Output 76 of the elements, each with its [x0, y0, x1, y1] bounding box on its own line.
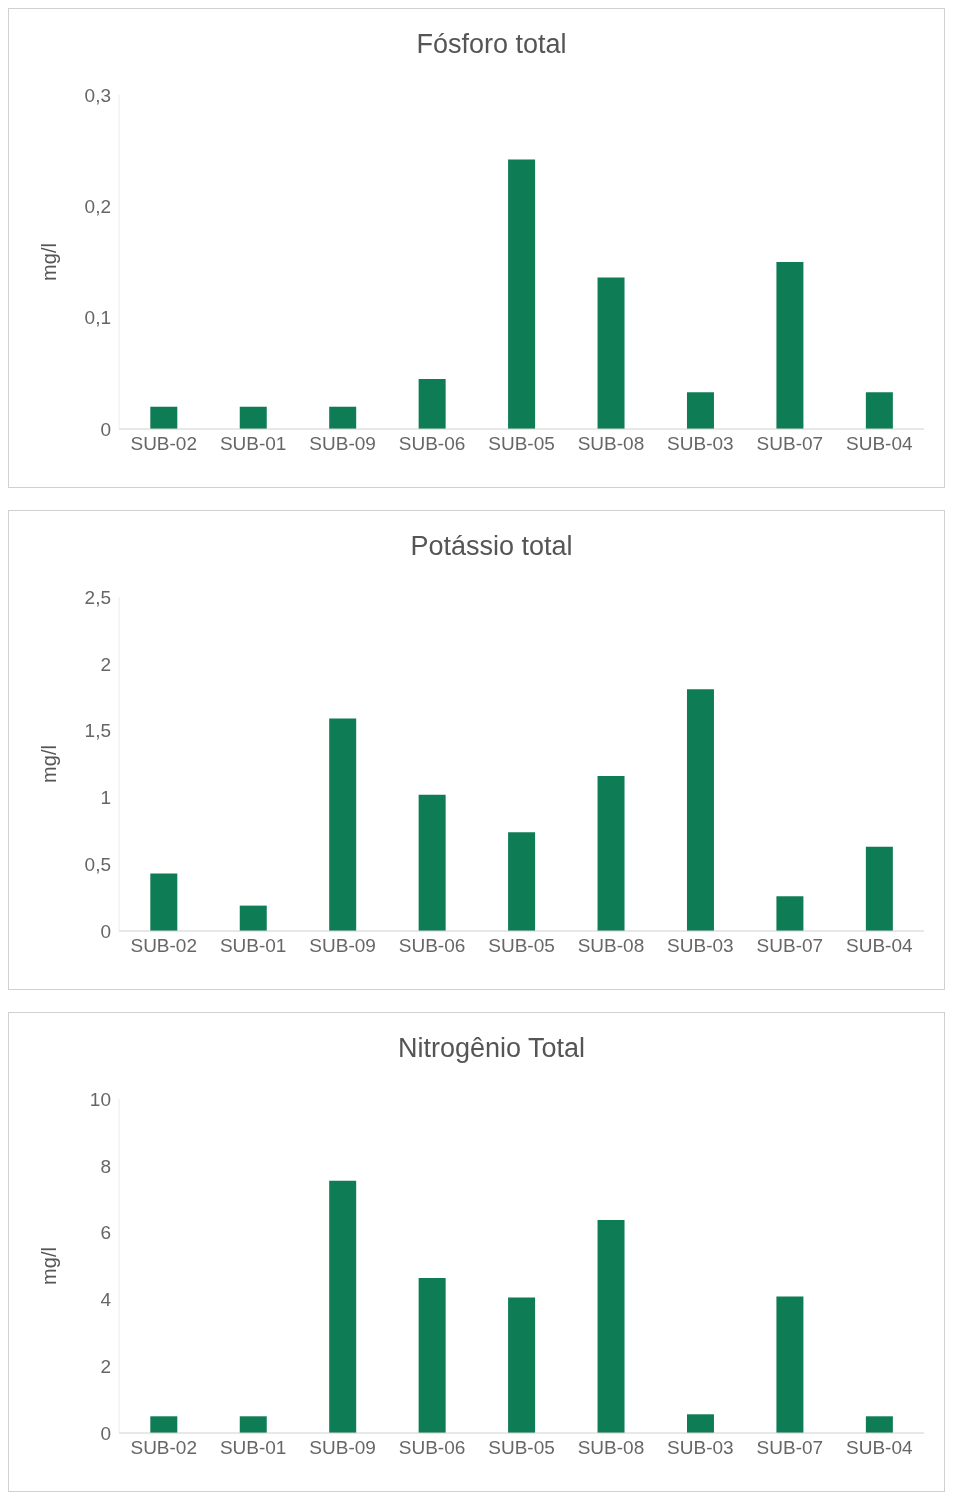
y-tick-label: 0,1 [84, 307, 111, 329]
bar [686, 1414, 714, 1433]
x-tick-label: SUB-07 [756, 1437, 824, 1459]
bar [150, 873, 178, 931]
bar [865, 846, 893, 931]
x-tick-label: SUB-07 [756, 433, 824, 455]
y-axis-title: mg/l [38, 243, 61, 281]
x-tick-label: SUB-03 [667, 1437, 734, 1459]
y-tick-label: 10 [89, 1088, 111, 1110]
x-tick-label: SUB-06 [398, 433, 466, 455]
x-tick-label: SUB-04 [846, 935, 913, 957]
chart-title: Potássio total [409, 530, 574, 563]
bar [508, 1297, 536, 1433]
x-tick-label: SUB-08 [577, 1437, 645, 1459]
bar [776, 1296, 804, 1433]
x-tick-label: SUB-06 [398, 1437, 466, 1459]
x-tick-label: SUB-09 [309, 1437, 376, 1459]
bar [418, 378, 446, 429]
y-tick-label: 2,5 [84, 586, 111, 608]
bar [329, 1180, 357, 1433]
x-tick-label: SUB-03 [667, 433, 734, 455]
y-tick-label: 0 [100, 418, 111, 440]
x-tick-label: SUB-04 [846, 1437, 913, 1459]
bar [329, 718, 357, 931]
bar [418, 1278, 446, 1433]
bar [418, 794, 446, 931]
bar [150, 1416, 178, 1433]
bar [329, 406, 357, 429]
bar [597, 277, 625, 429]
bar [508, 832, 536, 931]
x-tick-label: SUB-01 [219, 935, 287, 957]
bar [686, 392, 714, 429]
bar [865, 1416, 893, 1433]
x-tick-label: SUB-02 [130, 935, 197, 957]
chart-title: Fósforo total [415, 28, 568, 61]
y-tick-label: 2 [100, 653, 111, 675]
x-tick-label: SUB-09 [309, 433, 376, 455]
bar [686, 689, 714, 931]
y-tick-label: 0 [100, 920, 111, 942]
y-tick-label: 8 [100, 1155, 111, 1177]
y-tick-label: 0,3 [84, 84, 111, 106]
bar [150, 406, 178, 429]
y-axis-title: mg/l [38, 745, 61, 783]
bar [239, 905, 267, 931]
y-tick-label: 0,5 [84, 853, 111, 875]
x-tick-label: SUB-08 [577, 935, 645, 957]
y-tick-label: 4 [100, 1289, 112, 1311]
bar [776, 896, 804, 931]
x-tick-label: SUB-06 [398, 935, 466, 957]
x-tick-label: SUB-02 [130, 433, 197, 455]
x-tick-label: SUB-07 [756, 935, 824, 957]
bar [597, 776, 625, 931]
bar [776, 262, 804, 429]
x-tick-label: SUB-05 [488, 433, 555, 455]
y-tick-label: 1,5 [84, 720, 111, 742]
y-tick-label: 1 [100, 787, 111, 809]
bar [597, 1219, 625, 1433]
chart-title: Nitrogênio Total [396, 1032, 587, 1065]
y-axis-title: mg/l [38, 1247, 61, 1285]
bar [508, 159, 536, 429]
bar [239, 1416, 267, 1433]
x-tick-label: SUB-09 [309, 935, 376, 957]
x-tick-label: SUB-01 [219, 433, 287, 455]
x-tick-label: SUB-02 [130, 1437, 197, 1459]
bar [239, 406, 267, 429]
x-tick-label: SUB-04 [846, 433, 913, 455]
x-tick-label: SUB-05 [488, 935, 555, 957]
bar [865, 392, 893, 429]
x-tick-label: SUB-01 [219, 1437, 287, 1459]
x-tick-label: SUB-08 [577, 433, 645, 455]
y-tick-label: 6 [100, 1222, 111, 1244]
y-tick-label: 0 [100, 1422, 111, 1444]
x-tick-label: SUB-05 [488, 1437, 555, 1459]
x-tick-label: SUB-03 [667, 935, 734, 957]
y-tick-label: 0,2 [84, 196, 111, 218]
y-tick-label: 2 [100, 1355, 111, 1377]
